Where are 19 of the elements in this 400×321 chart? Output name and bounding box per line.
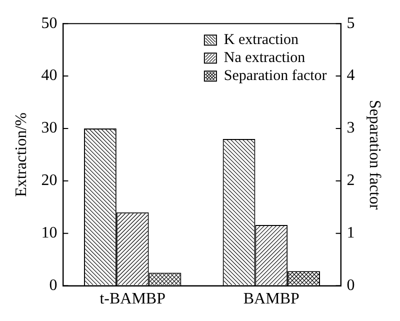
y-tick-label: 30 — [41, 120, 58, 137]
y2-tick-label: 5 — [346, 14, 355, 32]
y2-tick-label: 2 — [346, 172, 355, 190]
x-tick-label: BAMBP — [243, 290, 300, 308]
y-tick-label: 40 — [41, 67, 58, 84]
y-tick-label: 10 — [41, 224, 58, 242]
y2-axis-title: Separation factor — [366, 100, 384, 210]
y2-tick-label: 4 — [346, 67, 355, 84]
legend-label: Na extraction — [224, 50, 306, 66]
legend-label: K extraction — [224, 32, 299, 48]
y2-tick-label: 0 — [346, 277, 355, 294]
y-tick-label: 20 — [41, 172, 58, 190]
y-tick-label: 0 — [49, 277, 58, 294]
y2-tick-label: 3 — [346, 120, 355, 137]
y2-tick-label: 1 — [346, 224, 355, 242]
y-axis-title: Extraction/% — [12, 112, 30, 197]
x-tick-label: t-BAMBP — [100, 290, 166, 308]
legend-label: Separation factor — [224, 68, 327, 84]
y-tick-label: 50 — [41, 14, 58, 32]
